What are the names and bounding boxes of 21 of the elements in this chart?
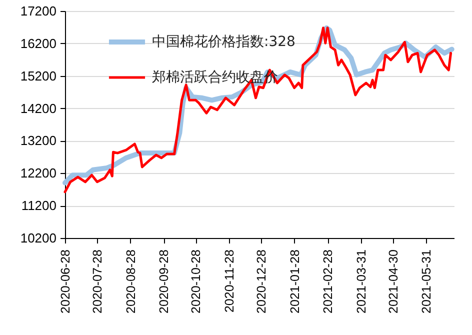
y-tick-label: 16200: [20, 36, 56, 51]
y-tick-label: 10200: [20, 230, 56, 246]
y-tick-label: 13200: [20, 133, 56, 148]
x-tick-label: 2021-05-31: [420, 249, 434, 314]
x-tick-label: 2020-12-28: [254, 249, 269, 314]
x-tick-label: 2020-11-28: [222, 249, 236, 313]
x-tick-label: 2020-08-28: [124, 249, 138, 314]
y-tick-label: 14200: [20, 100, 56, 116]
x-tick-label: 2021-02-28: [321, 249, 336, 314]
y-tick-label: 17200: [20, 4, 56, 18]
x-tick-label: 2021-04-30: [386, 249, 400, 314]
y-tick-label: 15200: [20, 68, 56, 84]
x-tick-label: 2020-10-28: [189, 249, 204, 314]
legend-label: 中国棉花价格指数:328: [152, 34, 296, 50]
x-tick-label: 2020-07-28: [90, 249, 105, 314]
y-tick-label: 11200: [21, 198, 56, 214]
x-tick-label: 2020-06-28: [58, 249, 72, 314]
x-tick-label: 2021-03-31: [354, 249, 368, 314]
x-tick-label: 2021-01-28: [288, 249, 302, 314]
x-tick-label: 2020-09-28: [157, 249, 172, 314]
y-tick-label: 12200: [20, 166, 56, 181]
